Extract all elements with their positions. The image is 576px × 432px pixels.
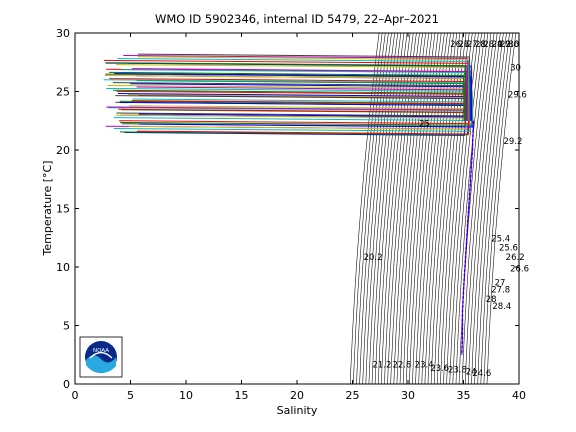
isopycnal-label: 29.6	[508, 90, 527, 100]
isopycnal-line	[483, 33, 513, 384]
isopycnal-label: 27	[495, 279, 506, 289]
x-tick-label: 5	[127, 389, 134, 402]
isopycnal-label: 28.4	[483, 40, 502, 50]
isopycnal-line	[455, 33, 486, 384]
isopycnal-line	[465, 33, 495, 384]
y-tick-label: 15	[56, 203, 70, 216]
x-tick-label: 35	[457, 389, 471, 402]
profile-line	[123, 55, 469, 121]
isopycnal-label: 24.6	[472, 369, 491, 379]
profile-line	[118, 120, 470, 125]
y-tick-label: 0	[63, 378, 70, 391]
chart-title: WMO ID 5902346, internal ID 5479, 22–Apr…	[155, 12, 439, 26]
isopycnal-label: 29.2	[492, 40, 511, 50]
isopycnal-line	[390, 33, 420, 384]
isopycnal-line	[471, 33, 501, 384]
profile-line	[114, 73, 472, 121]
isopycnal-label: 21.2	[372, 361, 391, 371]
isopycnal-label: 24	[466, 368, 477, 378]
isopycnal-line	[468, 33, 498, 384]
isopycnal-label: 27	[459, 40, 470, 50]
x-tick-label: 10	[179, 389, 193, 402]
isopycnal-label: 26.6	[510, 265, 529, 275]
noaa-logo-icon: NOAA	[79, 336, 123, 378]
isopycnal-line	[405, 33, 436, 384]
deep-profile-line-blue	[461, 120, 474, 355]
isopycnal-line	[486, 33, 517, 384]
profile-line	[113, 120, 472, 132]
isopycnal-line	[409, 33, 439, 384]
isopycnal-label: 27.8	[491, 286, 510, 296]
isopycnal-line	[393, 33, 423, 384]
isopycnal-line	[449, 33, 479, 384]
y-tick-label: 10	[56, 261, 70, 274]
x-tick-label: 40	[512, 389, 526, 402]
svg-text:NOAA: NOAA	[93, 348, 109, 354]
y-axis: 0 5 10 15 20 25 30	[56, 27, 519, 391]
isopycnal-label: 25	[419, 120, 430, 130]
isopycnal-label: 30	[508, 40, 519, 50]
isopycnal-label: 25.4	[491, 234, 510, 244]
profile-line	[109, 71, 465, 121]
isopycnal-label: 23.6	[430, 364, 449, 374]
y-tick-label: 5	[63, 320, 70, 333]
profile-line	[105, 62, 467, 121]
x-axis: 0 5 10 15 20 25 30 35 40	[72, 33, 526, 402]
isopycnal-line	[396, 33, 426, 384]
x-tick-label: 0	[72, 389, 79, 402]
profile-line	[137, 53, 471, 121]
isopycnal-label: 30	[510, 63, 521, 73]
isopycnal-line	[399, 33, 430, 384]
isopycnal-line	[480, 33, 510, 384]
isopycnal-line	[452, 33, 482, 384]
x-tick-label: 25	[346, 389, 360, 402]
isopycnal-line	[461, 33, 492, 384]
isopycnal-line	[477, 33, 507, 384]
x-axis-label: Salinity	[277, 404, 318, 417]
profile-line	[117, 58, 470, 121]
y-axis-label: Temperature [°C]	[41, 161, 54, 257]
isopycnal-label: 29.6	[500, 40, 519, 50]
y-tick-label: 20	[56, 144, 70, 157]
isopycnal-line	[474, 33, 504, 384]
y-tick-label: 30	[56, 27, 70, 40]
isopycnal-label: 28.4	[492, 302, 511, 312]
isopycnal-label: 28	[475, 40, 486, 50]
isopycnal-label: 23.8	[448, 365, 467, 375]
isopycnal-label: 20.2	[364, 253, 383, 263]
isopycnal-label: 25.6	[499, 244, 518, 254]
isopycnal-label: 26.2	[506, 253, 525, 263]
isopycnal-label: 29.2	[503, 137, 522, 147]
isopycnal-label: 23.4	[415, 361, 434, 371]
profile-line	[119, 120, 473, 126]
isopycnal-label: 22.8	[392, 361, 411, 371]
isopycnal-label: 27.8	[467, 40, 486, 50]
y-tick-label: 25	[56, 86, 70, 99]
x-tick-label: 20	[290, 389, 304, 402]
x-tick-label: 30	[401, 389, 415, 402]
isopycnal-label: 26.6	[450, 40, 469, 50]
isopycnal-label: 28	[486, 295, 497, 305]
x-tick-label: 15	[235, 389, 249, 402]
isopycnal-line	[402, 33, 433, 384]
profile-lines	[103, 53, 475, 355]
